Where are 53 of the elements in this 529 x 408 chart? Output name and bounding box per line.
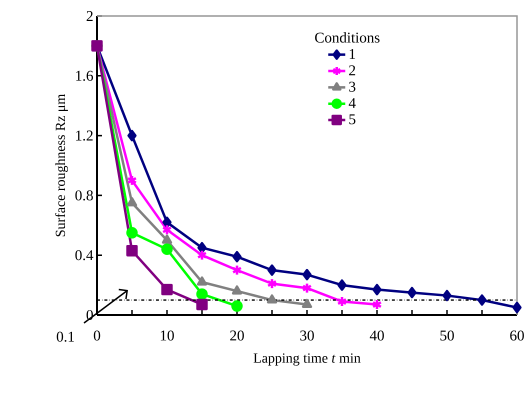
point [302, 268, 312, 280]
point [477, 294, 487, 306]
x-axis-title: Lapping time t min [254, 353, 361, 366]
point [196, 298, 208, 310]
point [337, 279, 347, 291]
point [197, 242, 207, 254]
point [161, 243, 173, 255]
legend-label: 1 [350, 48, 356, 59]
point [162, 216, 172, 228]
point [126, 244, 138, 256]
point [126, 197, 138, 206]
point [442, 290, 452, 302]
point [302, 298, 312, 308]
x-tick-label: 0 [94, 330, 100, 341]
point [266, 278, 278, 290]
point [162, 234, 172, 244]
x-tick-label: 60 [510, 330, 524, 341]
y-tick-label: 0.8 [75, 190, 93, 200]
point [196, 288, 208, 300]
x-tick-label: 40 [370, 330, 384, 341]
point [302, 282, 312, 294]
legend-title: Conditions [315, 32, 380, 43]
point [126, 227, 138, 239]
point [232, 250, 242, 262]
point [336, 296, 348, 308]
legend-label: 5 [349, 114, 356, 124]
y-tick-label: 1.6 [76, 70, 94, 81]
point [196, 276, 208, 286]
y-tick-label: 2 [86, 11, 93, 21]
ref-line-label: 0.1 [56, 332, 74, 342]
y-tick-label: 0.4 [75, 250, 94, 260]
x-tick-label: 20 [230, 330, 244, 341]
point [267, 264, 277, 276]
x-tick-label: 50 [440, 330, 454, 341]
point [232, 285, 242, 295]
point [196, 249, 208, 261]
legend-label: 2 [349, 65, 356, 76]
point [231, 300, 243, 312]
point [127, 130, 137, 142]
point [126, 174, 138, 186]
point [407, 286, 417, 298]
x-tick-label: 30 [300, 330, 314, 341]
x-tick-label: 10 [160, 330, 174, 341]
point [161, 284, 173, 296]
point [162, 224, 172, 236]
point [512, 302, 522, 314]
point [266, 294, 278, 304]
legend-label: 3 [349, 82, 356, 92]
point [372, 284, 382, 296]
y-axis-title: Surface roughness Rz μm [55, 94, 68, 236]
point [232, 264, 242, 276]
y-tick-label: 1.2 [76, 130, 93, 141]
legend-label: 4 [348, 98, 356, 108]
